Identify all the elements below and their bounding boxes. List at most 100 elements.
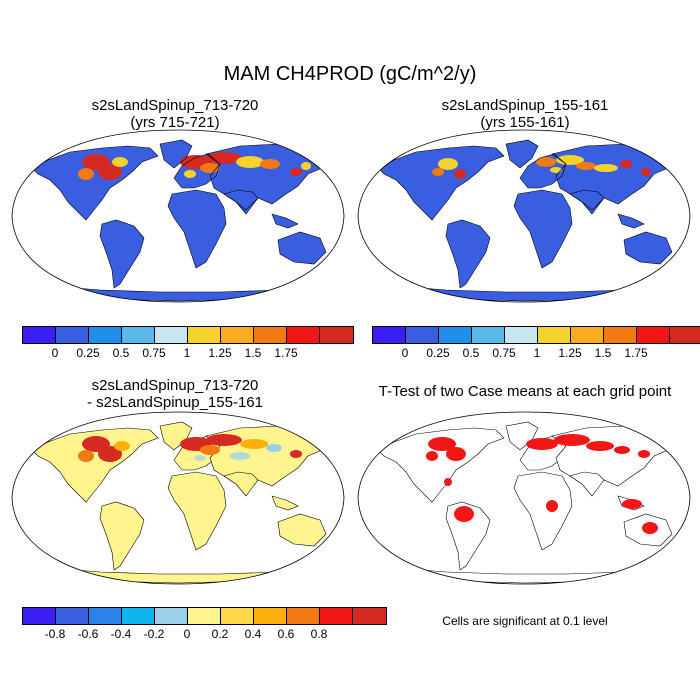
colorbar-tick-label: -0.4 — [110, 627, 132, 641]
map-data-region — [240, 439, 268, 449]
map-data-region — [206, 152, 242, 164]
map-coastline — [99, 219, 145, 289]
colorbar-swatch — [353, 608, 386, 624]
map-landmass — [100, 220, 144, 288]
colorbar-swatch — [505, 327, 538, 343]
colorbar-panel-1: 0 0.25 0.5 0.75 1 1.25 1.5 1.75 — [10, 322, 354, 382]
colorbar-tick-label: 0.6 — [277, 627, 295, 641]
map-border — [357, 411, 691, 585]
colorbar-swatch — [89, 327, 122, 343]
map-coastline — [31, 145, 159, 221]
significance-note: Cells are significant at 0.1 level — [442, 614, 608, 628]
map-data-region — [200, 445, 220, 455]
map-coastline — [513, 189, 573, 269]
colorbar-swatch — [320, 327, 353, 343]
colorbar-swatch — [89, 608, 122, 624]
map-data-region — [266, 444, 282, 452]
map-data-region — [554, 434, 590, 446]
map-coastline — [445, 219, 491, 289]
map-data-region — [114, 441, 130, 451]
map-border — [11, 129, 345, 303]
colorbar-swatch — [254, 327, 287, 343]
colorbar-tick-label: 1 — [183, 346, 191, 360]
panel3-title-line1: s2sLandSpinup_713-720 — [91, 377, 259, 394]
panel4-title: T-Test of two Case means at each grid po… — [355, 383, 695, 400]
colorbar-panel-2: 0 0.25 0.5 0.75 1 1.25 1.5 1.75 — [360, 322, 700, 382]
colorbar-swatch — [670, 327, 700, 343]
map-panel-2 — [357, 129, 691, 303]
colorbar-swatch — [56, 327, 89, 343]
colorbar-swatches — [22, 326, 354, 344]
map-data-region — [301, 162, 311, 170]
map-data-region — [230, 452, 250, 460]
map-data-region — [454, 169, 466, 179]
colorbar-tick-label: 0.5 — [112, 346, 130, 360]
map-data-region — [78, 450, 94, 462]
panel3-title-line2: - s2sLandSpinup_155-161 — [87, 394, 263, 411]
colorbar-swatch — [571, 327, 604, 343]
map-data-region — [454, 506, 474, 522]
map-panel-3-difference — [11, 411, 345, 585]
map-data-region — [586, 441, 614, 451]
colorbar-swatch — [23, 327, 56, 343]
colorbar-tick-label: 0 — [401, 346, 409, 360]
map-landmass — [277, 513, 327, 547]
map-landmass — [99, 501, 145, 571]
map-border — [357, 129, 691, 303]
map-data-region — [78, 168, 94, 180]
colorbar-swatch — [320, 608, 353, 624]
colorbar-tick-label: 0 — [183, 627, 191, 641]
map-coastline — [271, 213, 299, 229]
map-data-region — [556, 155, 584, 165]
colorbar-tick-label: -0.2 — [143, 627, 165, 641]
map-data-region — [112, 157, 128, 167]
colorbar-swatch — [472, 327, 505, 343]
colorbar-tick-label: 0.75 — [142, 346, 166, 360]
map-data-region — [446, 447, 466, 461]
colorbar-swatch — [406, 327, 439, 343]
map-panel-1 — [11, 129, 345, 303]
colorbar-swatch — [122, 608, 155, 624]
colorbar-tick-label: 0.75 — [492, 346, 516, 360]
colorbar-tick-label: 0.2 — [211, 627, 229, 641]
colorbar-tick-label: 1.5 — [594, 346, 612, 360]
colorbar-tick-label: 0.25 — [426, 346, 450, 360]
panel1-title-line1: s2sLandSpinup_713-720 — [91, 97, 259, 114]
map-landmass — [624, 232, 672, 264]
colorbar-swatch — [188, 327, 221, 343]
map-landmass — [514, 190, 572, 268]
colorbar-swatch — [287, 327, 320, 343]
map-data-region — [614, 446, 630, 454]
colorbar-tick-label: 0.8 — [310, 627, 328, 641]
map-data-region — [594, 164, 618, 172]
map-data-region — [206, 434, 242, 446]
map-data-region — [526, 438, 558, 450]
colorbar-tick-label: 1 — [533, 346, 541, 360]
map-landmass — [278, 232, 326, 264]
map-landmass — [378, 146, 504, 220]
map-landmass — [570, 190, 604, 214]
colorbar-swatch — [56, 608, 89, 624]
map-data-region — [438, 158, 458, 170]
panel2-title: s2sLandSpinup_155-161 (yrs 155-161) — [360, 97, 690, 131]
map-data-region — [622, 499, 642, 509]
panel2-title-line1: s2sLandSpinup_155-161 — [441, 97, 609, 114]
map-landmass — [271, 495, 299, 511]
colorbar-panel-3: -0.8 -0.6 -0.4 -0.2 0 0.2 0.4 0.6 0.8 — [10, 603, 387, 663]
map-landmass — [272, 214, 298, 228]
colorbar-swatch — [604, 327, 637, 343]
map-data-region — [432, 168, 444, 176]
map-data-region — [236, 156, 264, 168]
colorbar-swatch — [23, 608, 56, 624]
map-landmass — [513, 471, 573, 551]
colorbar-tick-label: 1.5 — [244, 346, 262, 360]
figure-title: MAM CH4PROD (gC/m^2/y) — [223, 63, 477, 85]
map-landmass — [160, 140, 192, 168]
panel2-title-line2: (yrs 155-161) — [480, 114, 570, 131]
colorbar-swatch — [637, 327, 670, 343]
panel1-title: s2sLandSpinup_713-720 (yrs 715-721) — [10, 97, 340, 131]
colorbar-swatch — [287, 608, 320, 624]
map-landmass — [446, 220, 490, 288]
colorbar-swatches — [372, 326, 700, 344]
colorbar-tick-label: 0.5 — [462, 346, 480, 360]
